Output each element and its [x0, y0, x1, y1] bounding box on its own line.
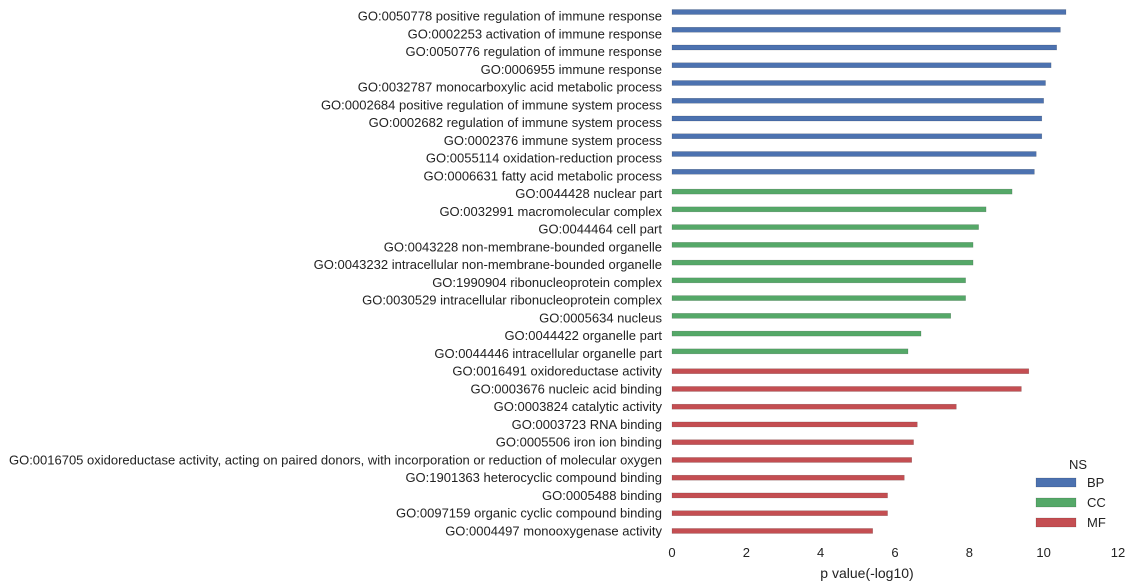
- bar-cc: [671, 224, 979, 230]
- legend-title: NS: [1069, 457, 1087, 472]
- category-label: GO:1990904 ribonucleoprotein complex: [432, 275, 662, 290]
- bar-mf: [671, 457, 912, 463]
- x-tick-label: 6: [891, 545, 898, 560]
- x-axis-title: p value(-log10): [820, 565, 913, 581]
- category-label: GO:0003676 nucleic acid binding: [470, 381, 662, 396]
- category-label: GO:0044446 intracellular organelle part: [434, 346, 662, 361]
- category-label: GO:0044422 organelle part: [504, 328, 662, 343]
- bar-mf: [671, 403, 957, 410]
- category-label: GO:0006955 immune response: [481, 62, 662, 77]
- category-label: GO:0030529 intracellular ribonucleoprote…: [362, 293, 662, 308]
- bar-bp: [671, 62, 1052, 68]
- category-label: GO:0005634 nucleus: [539, 310, 662, 325]
- category-label: GO:0097159 organic cyclic compound bindi…: [396, 506, 662, 521]
- bar-bp: [671, 133, 1043, 139]
- legend-swatch-mf: [1035, 517, 1077, 528]
- bar-cc: [671, 277, 966, 284]
- bar-bp: [671, 169, 1035, 175]
- category-label: GO:0005506 iron ion binding: [496, 435, 662, 450]
- category-label: GO:1901363 heterocyclic compound binding: [405, 470, 662, 485]
- bars-layer: [671, 9, 1067, 534]
- bar-cc: [671, 295, 966, 301]
- category-label: GO:0003824 catalytic activity: [494, 399, 663, 414]
- legend-label-cc: CC: [1087, 495, 1106, 510]
- x-axis-ticks: 0 2 4 6 8 10 12: [668, 545, 1125, 560]
- bar-mf: [671, 368, 1030, 374]
- category-labels: GO:0050778 positive regulation of immune…: [9, 9, 663, 539]
- bar-cc: [671, 242, 974, 248]
- bar-bp: [671, 115, 1043, 122]
- bar-mf: [671, 474, 905, 481]
- bar-mf: [671, 492, 888, 499]
- category-label: GO:0005488 binding: [542, 488, 662, 503]
- x-tick-label: 0: [668, 545, 675, 560]
- x-tick-label: 8: [966, 545, 973, 560]
- category-label: GO:0050778 positive regulation of immune…: [358, 9, 662, 24]
- bar-cc: [671, 188, 1013, 195]
- legend-swatch-bp: [1035, 477, 1077, 488]
- category-label: GO:0002684 positive regulation of immune…: [321, 97, 663, 112]
- x-tick-label: 4: [817, 545, 824, 560]
- bar-bp: [671, 98, 1044, 104]
- x-tick-label: 10: [1036, 545, 1050, 560]
- category-label: GO:0055114 oxidation-reduction process: [426, 151, 663, 166]
- bar-mf: [671, 510, 888, 516]
- category-label: GO:0002682 regulation of immune system p…: [369, 115, 663, 130]
- bar-bp: [671, 151, 1037, 157]
- legend-label-mf: MF: [1087, 515, 1106, 530]
- category-label: GO:0003723 RNA binding: [512, 417, 662, 432]
- bar-cc: [671, 348, 909, 355]
- category-label: GO:0044428 nuclear part: [515, 186, 662, 201]
- category-label: GO:0050776 regulation of immune response: [405, 44, 662, 59]
- bar-cc: [671, 259, 974, 266]
- category-label: GO:0043228 non-membrane-bounded organell…: [384, 239, 662, 254]
- legend-label-bp: BP: [1087, 475, 1104, 490]
- category-label: GO:0002253 activation of immune response: [408, 26, 662, 41]
- bar-mf: [671, 439, 914, 445]
- bar-mf: [671, 386, 1022, 392]
- category-label: GO:0002376 immune system process: [444, 133, 663, 148]
- bar-bp: [671, 80, 1046, 86]
- legend-swatch-cc: [1035, 497, 1077, 508]
- category-label: GO:0016491 oxidoreductase activity: [452, 364, 662, 379]
- bar-bp: [671, 9, 1067, 15]
- bar-bp: [671, 27, 1061, 33]
- bar-cc: [671, 330, 922, 337]
- category-label: GO:0006631 fatty acid metabolic process: [424, 168, 663, 183]
- x-tick-label: 2: [743, 545, 750, 560]
- category-label: GO:0032787 monocarboxylic acid metabolic…: [358, 80, 663, 95]
- x-tick-label: 12: [1111, 545, 1125, 560]
- legend: NS BP CC MF: [1035, 457, 1106, 530]
- bar-mf: [671, 421, 918, 428]
- category-label: GO:0043232 intracellular non-membrane-bo…: [314, 257, 662, 272]
- category-label: GO:0044464 cell part: [538, 222, 662, 237]
- bar-cc: [671, 206, 987, 213]
- category-label: GO:0032991 macromolecular complex: [439, 204, 662, 219]
- category-label: GO:0016705 oxidoreductase activity, acti…: [9, 452, 662, 467]
- category-label: GO:0004497 monooxygenase activity: [445, 523, 662, 538]
- bar-bp: [671, 44, 1057, 51]
- bar-cc: [671, 313, 951, 319]
- bar-mf: [671, 528, 873, 534]
